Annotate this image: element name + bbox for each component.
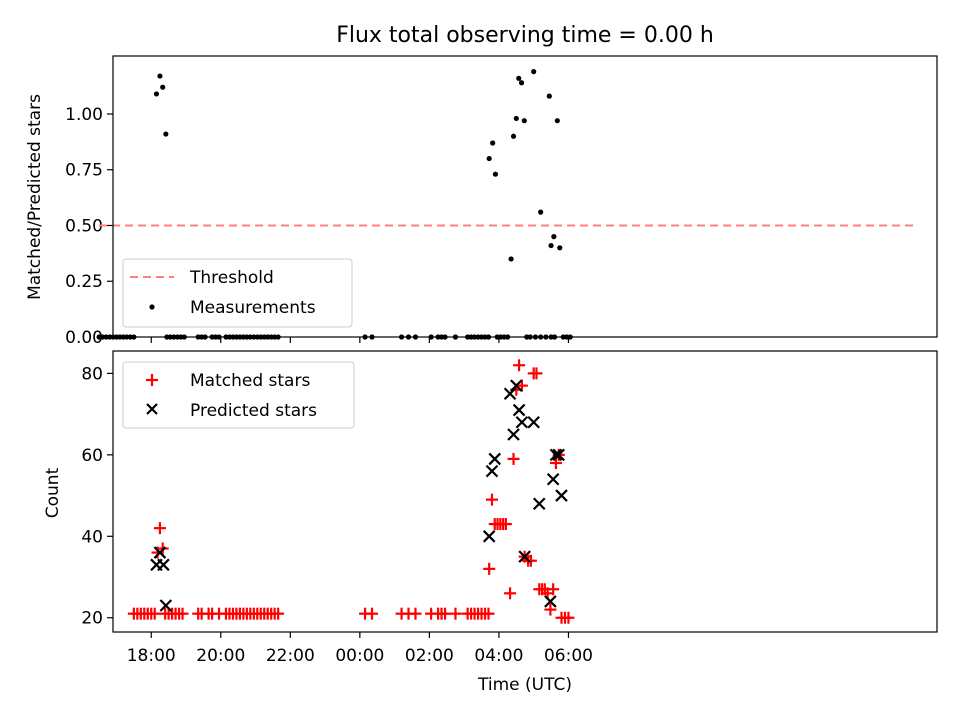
top-ytick-label-4: 1.00: [65, 105, 103, 125]
matched-star-point: [513, 359, 526, 372]
bottom-panel-ylabel: Count: [43, 467, 63, 518]
bottom-panel-predicted-stars: [150, 379, 568, 612]
xtick-label-6: 06:00: [544, 646, 593, 666]
measurement-point: [160, 84, 166, 90]
measurement-point: [157, 73, 163, 79]
matched-star-point: [544, 603, 557, 616]
xtick-label-4: 02:00: [405, 646, 454, 666]
predicted-star-point: [518, 550, 531, 563]
measurement-point: [531, 69, 537, 75]
top-ytick-label-1: 0.25: [65, 272, 103, 292]
measurement-point: [508, 256, 514, 262]
xtick-label-0: 18:00: [127, 646, 176, 666]
xtick-label-1: 20:00: [196, 646, 245, 666]
predicted-star-point: [507, 428, 520, 441]
matched-star-point: [524, 554, 537, 567]
matched-star-point: [515, 379, 528, 392]
matched-star-point: [562, 611, 575, 624]
matched-star-point: [449, 607, 462, 620]
matched-star-point: [272, 607, 285, 620]
measurement-point: [554, 118, 560, 124]
top-ytick-label-3: 0.75: [65, 161, 103, 181]
bottom-panel-frame: [112, 350, 938, 633]
bottom-ytick-label-3: 80: [81, 364, 103, 384]
matched-star-point: [148, 607, 161, 620]
measurement-point: [557, 245, 563, 251]
top-ytick-label-2: 0.50: [65, 216, 103, 236]
measurement-point: [548, 242, 554, 249]
legend-predicted-swatch: [146, 403, 158, 415]
legend-measurements-swatch: [149, 304, 155, 310]
predicted-star-point: [515, 415, 529, 429]
predicted-star-point: [482, 530, 496, 543]
top-panel-frame: [112, 55, 938, 338]
predicted-star-point: [544, 595, 557, 608]
x-axis-label: Time (UTC): [477, 675, 572, 695]
matched-star-point: [482, 607, 495, 620]
measurement-point: [521, 118, 527, 124]
legend-measurements-label: Measurements: [190, 298, 316, 318]
legend-matched-swatch: [146, 374, 158, 386]
top-ytick-label-0: 0.00: [65, 328, 103, 348]
matched-star-point: [507, 452, 520, 465]
matched-star-point: [176, 607, 189, 620]
predicted-star-point: [532, 497, 546, 510]
measurement-point: [518, 80, 525, 86]
top-panel-ticks: 0.00 0.25 0.50 0.75 1.00: [65, 105, 570, 348]
predicted-star-point: [512, 403, 526, 417]
measurement-point: [510, 133, 517, 139]
measurement-point: [163, 131, 169, 137]
predicted-star-point: [510, 379, 523, 392]
matched-star-point: [439, 607, 452, 620]
measurement-point: [513, 115, 519, 122]
predicted-star-point: [159, 599, 173, 612]
predicted-star-point: [485, 464, 499, 478]
matched-star-point: [504, 587, 517, 600]
matched-star-point: [409, 607, 422, 620]
legend-predicted-label: Predicted stars: [190, 401, 317, 421]
predicted-star-point: [546, 473, 560, 486]
xtick-label-3: 00:00: [335, 646, 384, 666]
chart-title: Flux total observing time = 0.00 h: [336, 23, 714, 48]
matched-star-point: [485, 493, 498, 506]
measurement-point: [490, 140, 496, 146]
matched-star-point: [547, 583, 560, 596]
matched-star-point: [483, 562, 496, 575]
predicted-star-point: [503, 387, 517, 401]
measurement-point: [516, 75, 522, 81]
xtick-label-2: 22:00: [266, 646, 315, 666]
top-panel-ylabel: Matched/Predicted stars: [25, 94, 45, 300]
predicted-star-point: [555, 489, 568, 502]
predicted-star-point: [157, 558, 170, 572]
bottom-panel-ticks: 20 40 60 80 18:00 20:00 22:00 00:00 02:00 04:00 06…: [81, 364, 593, 666]
top-panel-legend: Threshold Measurements: [122, 258, 353, 328]
legend-threshold-label: Threshold: [189, 268, 274, 288]
predicted-star-point: [527, 415, 540, 429]
xtick-label-5: 04:00: [474, 646, 523, 666]
measurement-point: [551, 234, 557, 240]
measurement-point: [486, 155, 492, 162]
bottom-panel-legend: Matched stars Predicted stars: [122, 361, 355, 429]
matched-star-point: [366, 607, 379, 620]
legend-matched-label: Matched stars: [190, 371, 310, 391]
predicted-star-point: [549, 448, 563, 462]
predicted-star-point: [153, 546, 167, 559]
bottom-ytick-label-2: 60: [81, 446, 103, 466]
top-legend-box: [122, 258, 353, 328]
bottom-legend-box: [122, 361, 355, 429]
bottom-ytick-label-1: 40: [81, 527, 103, 547]
measurement-point: [538, 209, 544, 215]
predicted-star-point: [552, 448, 566, 462]
matched-star-point: [530, 367, 543, 380]
matched-star-point: [153, 522, 166, 535]
measurement-point: [153, 91, 160, 97]
bottom-ytick-label-0: 20: [81, 609, 103, 629]
measurement-point: [492, 171, 499, 177]
measurement-point: [546, 93, 552, 99]
matched-star-point: [499, 518, 512, 531]
predicted-star-point: [488, 452, 502, 466]
